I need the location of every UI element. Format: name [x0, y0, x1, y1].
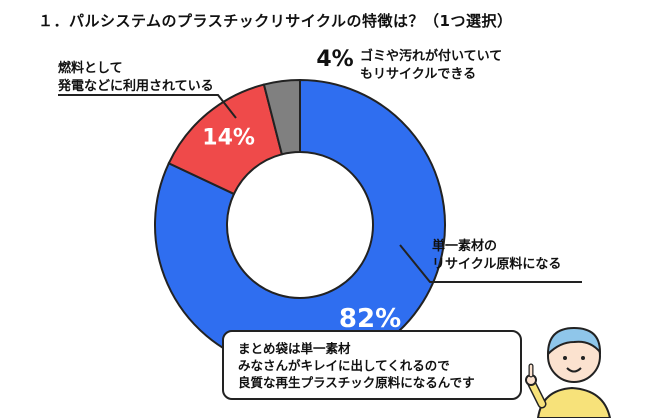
label-dirty-ok-line1: ゴミや汚れが付いていて	[360, 49, 503, 64]
value-label-single-material: 82%	[339, 304, 401, 334]
slice-single-material	[154, 78, 446, 371]
label-fuel-line2: 発電などに利用されている	[58, 79, 214, 94]
speech-bubble: まとめ袋は単一素材 みなさんがキレイに出してくれるので 良質な再生プラスチック原…	[222, 330, 522, 400]
leader-line-blue	[399, 244, 582, 283]
label-dirty-ok: ゴミや汚れが付いていて もリサイクルできる	[360, 48, 502, 84]
label-fuel: 燃料として 発電などに利用されている	[58, 60, 214, 96]
label-fuel-line1: 燃料として	[58, 61, 123, 76]
chart-title: １．パルシステムのプラスチックリサイクルの特徴は？（1つ選択）	[38, 12, 513, 30]
person-pointing-icon	[525, 326, 612, 418]
bubble-line3: 良質な再生プラスチック原料になるんです	[238, 375, 475, 390]
label-single-material-line1: 単一素材の	[432, 239, 498, 254]
value-label-fuel: 14%	[202, 126, 255, 151]
slice-dirty-ok	[262, 78, 301, 156]
label-dirty-ok-line2: もリサイクルできる	[360, 67, 477, 82]
bubble-line2: みなさんがキレイに出してくれるので	[238, 358, 450, 373]
bubble-line1: まとめ袋は単一素材	[238, 341, 351, 356]
label-single-material: 単一素材の リサイクル原料になる	[432, 238, 561, 274]
leader-line-red	[58, 94, 237, 119]
value-label-dirty-ok: 4%	[316, 47, 353, 72]
label-single-material-line2: リサイクル原料になる	[432, 257, 562, 272]
